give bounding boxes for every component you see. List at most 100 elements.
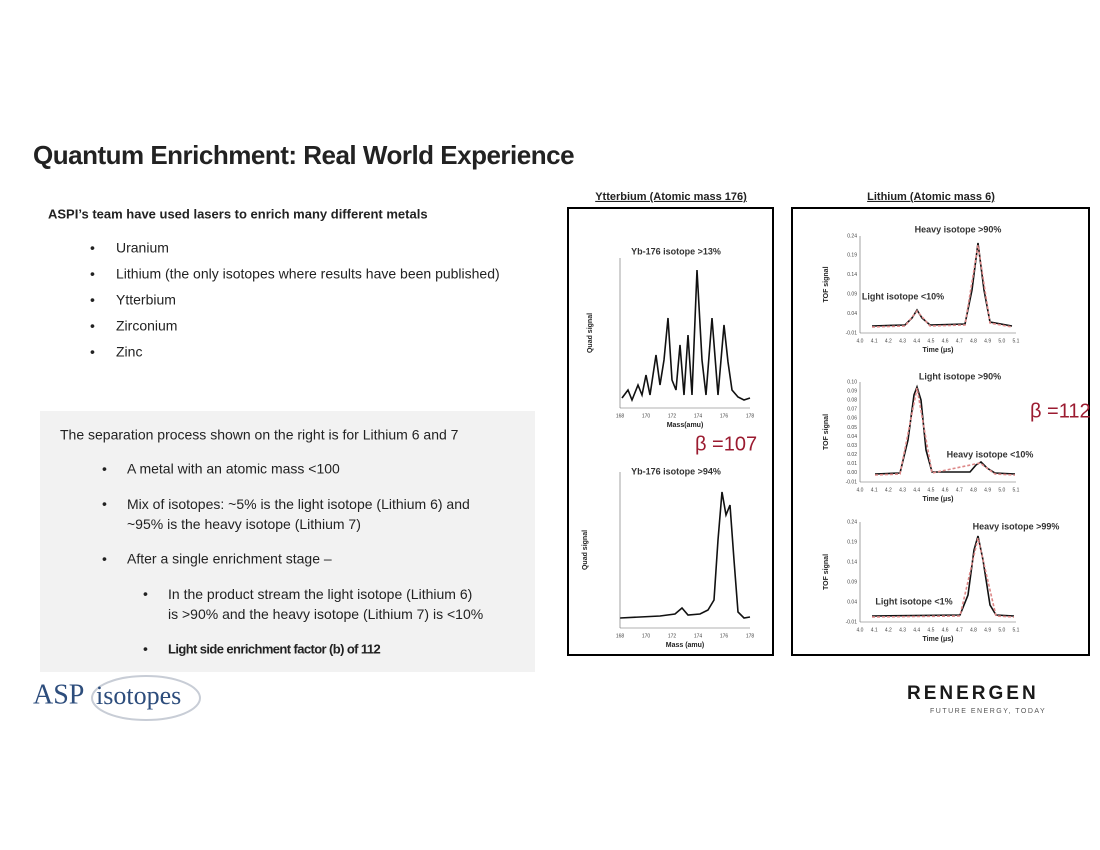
y-axis-label: TOF signal — [823, 554, 830, 590]
panel-title: Lithium (Atomic mass 6) — [867, 191, 995, 203]
x-tick-label: 5.0 — [998, 487, 1005, 493]
y-axis-label: TOF signal — [823, 266, 830, 302]
x-tick-label: 4.7 — [956, 627, 963, 633]
y-tick-label: -0.01 — [846, 619, 858, 625]
x-tick-label: 4.3 — [899, 338, 906, 344]
x-tick-label: 4.4 — [913, 338, 920, 344]
y-tick-label: 0.04 — [847, 599, 857, 605]
x-tick-label: 170 — [642, 633, 651, 639]
x-tick-label: 5.1 — [1013, 627, 1020, 633]
bullet: • — [102, 551, 107, 567]
x-tick-label: 4.6 — [942, 627, 949, 633]
x-tick-label: 4.5 — [927, 338, 934, 344]
y-tick-label: 0.03 — [847, 443, 857, 449]
x-tick-label: 4.5 — [927, 487, 934, 493]
renergen-logo: RENERGEN — [907, 683, 1039, 704]
y-tick-label: -0.01 — [846, 479, 858, 485]
y-tick-label: 0.14 — [847, 272, 857, 278]
x-tick-label: 4.2 — [885, 338, 892, 344]
x-axis-label: Time (μs) — [923, 347, 954, 354]
info-box — [40, 411, 535, 672]
y-tick-label: 0.04 — [847, 311, 857, 317]
bullet: • — [90, 266, 95, 282]
annotation: Light isotope <1% — [875, 596, 952, 606]
x-tick-label: 176 — [720, 633, 729, 639]
x-tick-label: 5.1 — [1013, 338, 1020, 344]
x-axis-label: Time (μs) — [923, 636, 954, 643]
spectrum — [874, 384, 1016, 475]
x-tick-label: 5.0 — [998, 338, 1005, 344]
logo-ellipse — [91, 675, 201, 721]
bullet: • — [90, 240, 95, 256]
spectrum — [871, 242, 1013, 327]
spectrum-fit — [871, 244, 1013, 328]
x-tick-label: 4.9 — [984, 338, 991, 344]
bullet: • — [143, 586, 148, 602]
box-sub-bullet: Light side enrichment factor (b) of 112 — [168, 641, 380, 656]
x-tick-label: 4.5 — [927, 627, 934, 633]
spectrum — [621, 269, 751, 403]
y-tick-label: 0.08 — [847, 398, 857, 404]
bullet: • — [102, 461, 107, 477]
y-axis-label: Quad signal — [582, 530, 589, 570]
x-tick-label: 4.1 — [871, 338, 878, 344]
panel — [791, 207, 1090, 656]
x-tick-label: 4.8 — [970, 627, 977, 633]
y-tick-label: 0.19 — [847, 539, 857, 545]
x-tick-label: 4.7 — [956, 338, 963, 344]
y-tick-label: 0.06 — [847, 416, 857, 422]
annotation: Heavy isotope <10% — [947, 449, 1034, 459]
metal: Lithium (the only isotopes where results… — [116, 266, 500, 282]
asp-logo: ASP — [33, 679, 84, 710]
spectrum-fit — [874, 387, 1016, 476]
x-tick-label: 4.0 — [857, 338, 864, 344]
y-tick-label: 0.07 — [847, 407, 857, 413]
x-tick-label: 4.8 — [970, 487, 977, 493]
bullet: • — [90, 292, 95, 308]
metal-list: • Uranium • Lithium (the only isotopes wher… — [90, 240, 500, 360]
annotation: Yb-176 isotope >13% — [631, 246, 721, 256]
y-tick-label: 0.01 — [847, 461, 857, 467]
y-tick-label: 0.04 — [847, 434, 857, 440]
y-tick-label: 0.24 — [847, 519, 857, 525]
box-bullet: Mix of isotopes: ~5% is the light isotop… — [127, 496, 470, 532]
x-tick-label: 4.2 — [885, 627, 892, 633]
x-axis-label: Mass (amu) — [666, 642, 705, 649]
x-tick-label: 170 — [642, 413, 651, 419]
bullet: • — [90, 318, 95, 334]
asp-logo: isotopes — [96, 681, 181, 710]
y-tick-label: 0.14 — [847, 559, 857, 565]
metal: Ytterbium — [116, 292, 176, 308]
x-tick-label: 4.4 — [913, 487, 920, 493]
y-tick-label: 0.09 — [847, 579, 857, 585]
y-tick-label: 0.00 — [847, 470, 857, 476]
x-tick-label: 168 — [616, 413, 625, 419]
spectrum — [871, 535, 1015, 617]
annotation: Heavy isotope >90% — [915, 224, 1002, 234]
x-tick-label: 4.3 — [899, 627, 906, 633]
annotation: Heavy isotope >99% — [973, 521, 1060, 531]
x-tick-label: 4.9 — [984, 487, 991, 493]
beta: β =112 — [1030, 400, 1091, 422]
box-heading: The separation process shown on the righ… — [60, 427, 459, 443]
x-axis-label: Time (μs) — [923, 496, 954, 503]
x-tick-label: 168 — [616, 633, 625, 639]
renergen-tagline: FUTURE ENERGY, TODAY — [930, 708, 1046, 715]
x-tick-label: 4.1 — [871, 487, 878, 493]
x-tick-label: 4.2 — [885, 487, 892, 493]
box-bullet: After a single enrichment stage – — [127, 551, 332, 567]
bullet: • — [102, 496, 107, 512]
annotation: Light isotope >90% — [919, 371, 1001, 381]
y-tick-label: 0.24 — [847, 233, 857, 239]
metal: Zirconium — [116, 318, 177, 334]
x-tick-label: 4.6 — [942, 487, 949, 493]
panel — [567, 207, 774, 656]
x-tick-label: 4.6 — [942, 338, 949, 344]
x-tick-label: 172 — [668, 633, 677, 639]
annotation: Yb-176 isotope >94% — [631, 466, 721, 476]
x-axis-label: Mass(amu) — [667, 422, 704, 429]
intro: ASPI’s team have used lasers to enrich m… — [48, 206, 428, 221]
y-tick-label: -0.01 — [846, 330, 858, 336]
x-tick-label: 178 — [746, 633, 755, 639]
